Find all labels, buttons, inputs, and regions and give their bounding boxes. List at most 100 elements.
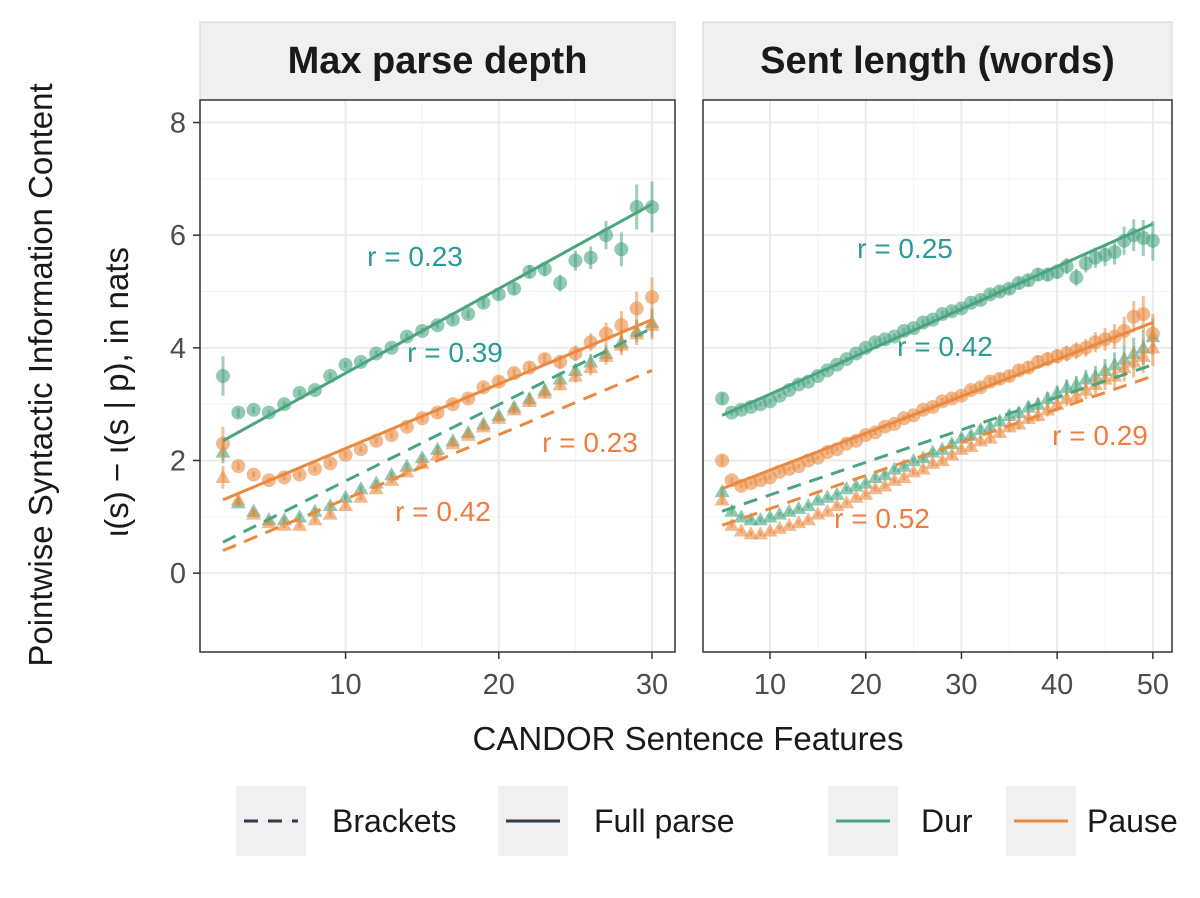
y-tick-label: 6 <box>170 220 186 252</box>
data-point <box>1135 348 1151 362</box>
data-point <box>231 459 246 474</box>
x-tick-label: 20 <box>483 669 515 701</box>
panel-border <box>702 99 1173 653</box>
data-point <box>506 402 522 416</box>
facet-panel-2: Sent length (words)10 20 30 40 50r = 0.25r =… <box>702 21 1173 701</box>
series-dur-full <box>215 181 660 420</box>
data-point <box>583 360 599 374</box>
data-point <box>1069 270 1084 285</box>
data-point <box>276 517 292 531</box>
data-point <box>353 481 369 495</box>
correlation-label: r = 0.42 <box>395 496 491 527</box>
data-point <box>944 447 960 461</box>
fit-line-dur-full <box>721 222 1154 417</box>
fit-line-dur-brackets <box>222 326 653 544</box>
x-tick-label: 20 <box>850 669 882 701</box>
data-point <box>307 461 322 476</box>
correlation-label: r = 0.23 <box>542 427 638 458</box>
data-point <box>829 486 845 500</box>
legend-item-dur: Dur <box>828 786 973 856</box>
ticks: 10 20 30 40 50 <box>754 652 1169 701</box>
data-point <box>1040 391 1056 405</box>
data-point <box>353 442 368 457</box>
fit-line-pause-brackets <box>222 368 653 552</box>
ticks: 0 2 4 6 8 10 20 30 <box>170 108 668 701</box>
correlation-label: r = 0.23 <box>367 241 463 272</box>
data-point <box>230 492 246 506</box>
data-point <box>521 393 537 407</box>
series-pause-full <box>215 277 660 488</box>
x-tick-label: 10 <box>329 669 361 701</box>
data-point <box>644 317 660 331</box>
data-point <box>982 419 998 433</box>
y-axis-title: Pointwise Syntactic Information Content … <box>22 83 135 666</box>
data-point <box>715 391 730 406</box>
correlation-label: r = 0.29 <box>1052 420 1148 451</box>
data-point <box>507 281 522 296</box>
data-point <box>583 250 598 265</box>
correlation-label: r = 0.52 <box>834 503 930 534</box>
data-point <box>552 376 568 391</box>
fit-line-dur-full <box>222 202 653 443</box>
data-point <box>714 483 730 498</box>
data-point <box>800 498 816 512</box>
data-point <box>934 452 950 467</box>
data-point <box>384 472 400 486</box>
data-point <box>338 489 354 503</box>
data-point <box>858 486 874 500</box>
data-point <box>1068 376 1084 391</box>
data-point <box>992 413 1008 427</box>
data-point <box>858 475 874 489</box>
data-point <box>353 489 369 503</box>
correlation-label: r = 0.39 <box>407 337 503 368</box>
data-point <box>915 461 931 475</box>
data-point <box>629 301 644 316</box>
data-point <box>598 348 614 362</box>
data-point <box>430 447 445 461</box>
data-point <box>491 410 507 424</box>
panel-background <box>200 100 675 652</box>
data-point <box>1107 368 1123 382</box>
data-point <box>715 453 730 468</box>
data-point <box>614 242 629 257</box>
data-point <box>724 503 740 517</box>
data-point <box>215 469 231 484</box>
x-tick-label: 40 <box>1041 669 1073 701</box>
data-point <box>629 326 645 340</box>
data-point <box>322 506 338 520</box>
data-point <box>568 253 583 268</box>
legend-label: Dur <box>921 803 973 839</box>
data-point <box>877 467 893 481</box>
data-point <box>1078 382 1094 396</box>
data-point <box>261 514 277 529</box>
y-axis-title-line1: Pointwise Syntactic Information Content <box>22 83 59 666</box>
data-point <box>307 512 323 526</box>
data-point <box>724 517 740 531</box>
data-point <box>1116 360 1132 374</box>
fit-line-pause-full <box>721 321 1154 491</box>
correlation-labels: r = 0.25 r = 0.42 r = 0.29 r = 0.52 <box>834 233 1148 534</box>
legend-item-brackets: Brackets <box>236 786 456 856</box>
facet-title: Max parse depth <box>288 40 588 82</box>
legend: Brackets Full parse Dur Pause <box>236 786 1178 856</box>
data-point <box>537 385 553 399</box>
data-point <box>323 456 338 471</box>
data-point <box>982 430 998 444</box>
data-point <box>338 357 353 372</box>
legend-label: Brackets <box>332 803 456 839</box>
data-point <box>246 402 261 417</box>
facet-strip <box>199 21 676 101</box>
legend-label: Full parse <box>594 803 735 839</box>
legend-label: Pause <box>1087 803 1178 839</box>
y-tick-label: 8 <box>170 108 186 140</box>
data-point <box>819 503 835 517</box>
data-point <box>896 469 912 484</box>
data-point <box>1068 388 1084 402</box>
x-tick-label: 50 <box>1137 669 1169 701</box>
data-point <box>246 467 261 482</box>
y-axis-title-line2: ι(s) − ι(s | p), in nats <box>98 247 135 537</box>
x-axis-title: CANDOR Sentence Features <box>472 720 903 757</box>
data-point <box>896 458 912 472</box>
data-point <box>445 436 461 450</box>
